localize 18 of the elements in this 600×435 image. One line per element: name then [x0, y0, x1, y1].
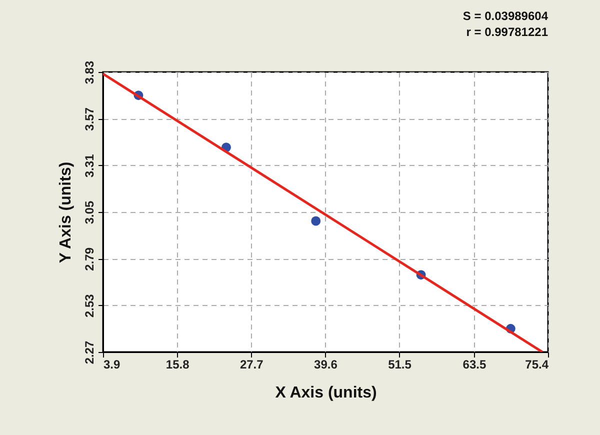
- x-tick-label: 75.4: [525, 358, 549, 372]
- text: S = 0.03989604: [462, 8, 548, 24]
- y-tick-label: 2.27: [82, 340, 96, 364]
- y-tick-label: 3.83: [82, 60, 96, 84]
- x-tick-label: 51.5: [388, 358, 412, 372]
- y-tick-label: 3.31: [82, 154, 96, 178]
- x-tick-label: 27.7: [240, 358, 264, 372]
- y-tick-label: 3.05: [82, 200, 96, 224]
- text: r = 0.99781221: [465, 24, 548, 40]
- y-tick-label: 2.53: [82, 294, 96, 318]
- x-tick-label: 39.6: [314, 358, 338, 372]
- x-tick-label: 15.8: [166, 358, 190, 372]
- y-tick-label: 2.79: [82, 247, 96, 271]
- x-axis-title: X Axis (units): [275, 384, 377, 402]
- x-tick-label: 3.9: [104, 358, 121, 372]
- x-tick-label: 63.5: [462, 358, 486, 372]
- y-tick-label: 3.57: [82, 107, 96, 131]
- y-axis-title: Y Axis (units): [58, 162, 74, 264]
